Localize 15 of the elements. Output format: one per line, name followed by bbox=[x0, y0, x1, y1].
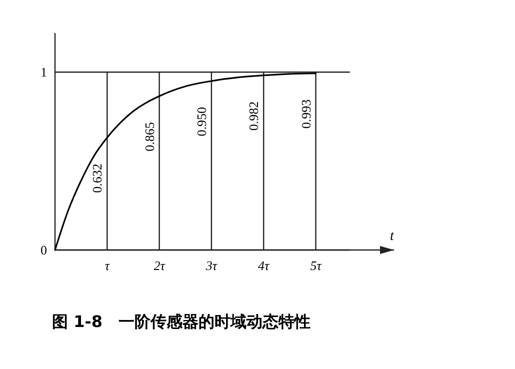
line-series bbox=[54, 72, 317, 251]
annotation: 0.950 bbox=[194, 107, 210, 136]
x-tick-label: 2τ bbox=[154, 258, 166, 273]
x-tick-label: τ bbox=[104, 258, 111, 273]
x-axis-title: t bbox=[390, 229, 396, 244]
y-tick-label: 0 bbox=[40, 242, 47, 258]
x-tick-label: 5τ bbox=[310, 258, 323, 273]
x-tick-label: 3τ bbox=[204, 258, 218, 273]
annotation: 0.993 bbox=[298, 99, 314, 129]
annotation: 0.865 bbox=[142, 122, 157, 152]
x-tick-label: 4τ bbox=[258, 258, 271, 273]
y-tick-label: 1 bbox=[40, 64, 47, 80]
text: 图 1-8 一阶传感器的时域动态特性 bbox=[52, 312, 310, 331]
annotation: 0.632 bbox=[90, 164, 105, 193]
annotation: 0.982 bbox=[246, 101, 262, 131]
